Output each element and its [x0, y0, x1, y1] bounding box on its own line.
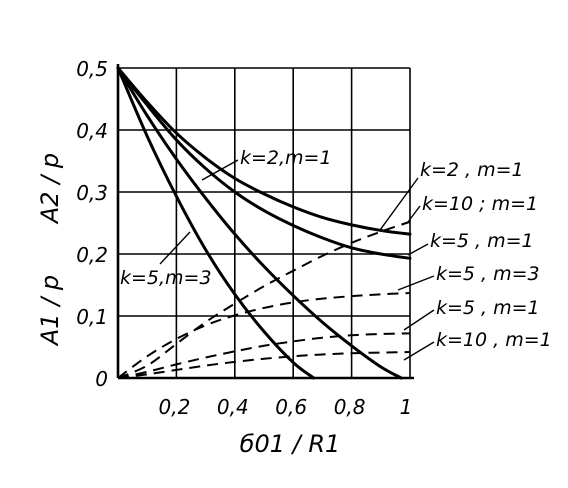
x-tick-label-3: 0,8 [334, 395, 366, 419]
curve-label-k5-m3-dashed: k=5 , m=3 [436, 263, 540, 285]
leader-k5-m3-dashed [397, 275, 435, 291]
y-tick-label-0: 0 [95, 367, 108, 391]
y-tick-label-1: 0,1 [76, 305, 108, 329]
leader-k10-m1 [407, 205, 421, 223]
curve-label-k2-m1: k=2 , m=1 [420, 159, 524, 181]
leader-k10-m1-dashed [403, 341, 435, 361]
chart-series [116, 66, 412, 380]
series-line-k-5-m-3-a2 [117, 292, 411, 379]
series-line-k-2-m-1 [116, 66, 412, 236]
series-line-k-5-m-1-a2 [117, 332, 411, 379]
x-tick-label-4: 1 [400, 395, 413, 419]
curve-label-k5-m1-dashed: k=5 , m=1 [436, 297, 540, 319]
chart-grid [118, 67, 411, 378]
label-leaders [159, 159, 435, 361]
tick-labels: 0,2 0,4 0,6 0,8 1 0 0,1 0,2 0,3 0,4 0,5 [76, 57, 412, 419]
curve-label-k10-m1: k=10 ; m=1 [422, 193, 538, 215]
y-tick-label-4: 0,4 [76, 119, 108, 143]
x-axis-label: б01 / R1 [240, 430, 341, 458]
leader-k5-m1-solid [407, 243, 429, 256]
curve-label-k10-m1-dashed: k=10 , m=1 [436, 329, 552, 351]
leader-inner-k2-m1 [201, 159, 239, 181]
y-axis-label-a1: A1 / p [36, 275, 64, 347]
leader-inner-k5-m3 [159, 231, 191, 265]
x-tick-label-2: 0,6 [275, 395, 307, 419]
leader-k2-m1 [379, 177, 419, 231]
y-tick-label-3: 0,3 [76, 181, 108, 205]
series-line-k-10-m-1-a2 [117, 350, 411, 379]
series-line-k-2-m-1-a2 [117, 220, 411, 379]
series-line-k-10-m-1 [116, 66, 412, 260]
chart-axes [116, 64, 414, 380]
curve-label-k5-m1-solid: k=5 , m=1 [430, 230, 534, 252]
curve-label-inner-k2-m1: k=2,m=1 [240, 147, 332, 169]
y-axis-label-a2: A2 / p [36, 153, 64, 225]
leader-k5-m1-dashed [403, 309, 435, 331]
x-tick-label-0: 0,2 [158, 395, 190, 419]
series-line-k-5-m-3 [116, 66, 316, 380]
y-tick-label-2: 0,2 [76, 243, 108, 267]
curve-label-inner-k5-m3: k=5,m=3 [120, 267, 212, 289]
x-tick-label-1: 0,4 [217, 395, 249, 419]
y-tick-label-5: 0,5 [76, 57, 108, 81]
